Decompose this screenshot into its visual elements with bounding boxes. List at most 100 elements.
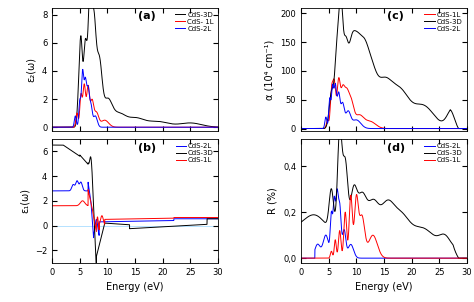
- CdS-3D: [337, 124, 343, 127]
- X-axis label: Energy (eV): Energy (eV): [106, 282, 164, 292]
- CdS-2L: [463, 256, 468, 260]
- CdS-1L: [215, 216, 221, 219]
- CdS-2L: [214, 217, 219, 220]
- CdS-3D: [89, 162, 94, 166]
- CdS-2L: [214, 125, 219, 129]
- CdS-2L: [215, 217, 221, 220]
- Line: CdS-3D: CdS-3D: [301, 0, 467, 129]
- Line: CdS-1L: CdS-1L: [301, 78, 467, 129]
- CdS- 1L: [49, 125, 55, 129]
- CdS-2L: [112, 220, 118, 223]
- CdS-3D: [463, 127, 468, 130]
- CdS-2L: [90, 111, 95, 114]
- Legend: CdS-2L, CdS-3D, CdS-1L: CdS-2L, CdS-3D, CdS-1L: [422, 140, 465, 166]
- CdS-2L: [215, 125, 221, 129]
- CdS-3D: [88, 155, 93, 159]
- CdS-3D: [214, 125, 219, 129]
- CdS- 1L: [88, 99, 93, 103]
- Y-axis label: α (10⁴ cm⁻¹): α (10⁴ cm⁻¹): [265, 39, 275, 100]
- Line: CdS-1L: CdS-1L: [52, 190, 218, 232]
- CdS-2L: [89, 209, 94, 212]
- CdS-3D: [112, 222, 118, 226]
- CdS-3D: [124, 114, 129, 118]
- CdS-2L: [90, 220, 95, 224]
- CdS-2L: [91, 236, 96, 239]
- CdS-1L: [373, 122, 378, 126]
- CdS-1L: [354, 193, 359, 196]
- CdS-1L: [112, 217, 118, 221]
- CdS-3D: [90, 178, 95, 182]
- CdS-3D: [361, 191, 366, 195]
- CdS-1L: [361, 220, 366, 223]
- CdS-1L: [463, 127, 468, 130]
- CdS-3D: [463, 256, 468, 260]
- CdS-3D: [464, 256, 470, 260]
- CdS-1L: [464, 127, 470, 130]
- CdS-2L: [124, 220, 129, 223]
- CdS-1L: [463, 256, 468, 260]
- CdS-3D: [49, 125, 55, 129]
- CdS-1L: [464, 256, 470, 260]
- Text: (c): (c): [387, 11, 404, 21]
- CdS- 1L: [89, 98, 94, 101]
- CdS-3D: [49, 143, 55, 147]
- CdS-1L: [93, 230, 99, 233]
- Line: CdS-2L: CdS-2L: [52, 69, 218, 127]
- CdS-3D: [298, 127, 304, 130]
- CdS-3D: [215, 125, 221, 129]
- CdS-1L: [214, 216, 219, 219]
- CdS-2L: [124, 125, 129, 129]
- X-axis label: Energy (eV): Energy (eV): [355, 282, 413, 292]
- CdS-1L: [124, 217, 129, 221]
- CdS-3D: [373, 198, 378, 202]
- Y-axis label: R (%): R (%): [267, 188, 277, 214]
- Line: CdS-1L: CdS-1L: [301, 194, 467, 258]
- Line: CdS-2L: CdS-2L: [301, 83, 467, 129]
- CdS-1L: [89, 204, 94, 207]
- CdS-3D: [112, 108, 118, 111]
- Y-axis label: ε₂(ω): ε₂(ω): [27, 57, 36, 82]
- CdS-2L: [338, 224, 344, 227]
- CdS-2L: [88, 198, 93, 201]
- Text: (d): (d): [387, 143, 405, 153]
- CdS-2L: [337, 100, 343, 104]
- CdS- 1L: [112, 125, 118, 129]
- CdS-2L: [112, 125, 118, 129]
- CdS-2L: [298, 256, 304, 260]
- CdS- 1L: [214, 125, 219, 129]
- Line: CdS-3D: CdS-3D: [301, 126, 467, 258]
- CdS-1L: [337, 233, 343, 236]
- CdS-1L: [336, 76, 342, 79]
- CdS-2L: [337, 200, 342, 203]
- CdS-2L: [80, 68, 86, 71]
- CdS-3D: [361, 35, 366, 39]
- CdS-2L: [49, 189, 55, 193]
- Line: CdS-2L: CdS-2L: [52, 181, 218, 238]
- CdS-2L: [74, 179, 80, 182]
- CdS-1L: [361, 116, 366, 119]
- CdS- 1L: [124, 125, 129, 129]
- CdS-3D: [337, 125, 343, 129]
- CdS-3D: [124, 223, 129, 226]
- CdS-3D: [337, 2, 342, 5]
- CdS-1L: [373, 237, 378, 240]
- CdS-1L: [298, 127, 304, 130]
- CdS-2L: [334, 187, 340, 191]
- CdS-2L: [49, 125, 55, 129]
- CdS-3D: [214, 217, 219, 220]
- CdS-1L: [338, 86, 344, 89]
- CdS-3D: [215, 217, 221, 220]
- CdS-3D: [90, 3, 95, 7]
- CdS-3D: [337, 126, 342, 130]
- CdS-2L: [332, 82, 338, 85]
- CdS-2L: [338, 102, 344, 105]
- CdS-2L: [464, 127, 470, 130]
- CdS-1L: [337, 78, 342, 82]
- CdS-1L: [85, 188, 91, 191]
- CdS-3D: [456, 256, 461, 260]
- Legend: CdS-3D, CdS- 1L, CdS-2L: CdS-3D, CdS- 1L, CdS-2L: [172, 9, 217, 34]
- Legend: CdS-2L, CdS-3D, CdS-1L: CdS-2L, CdS-3D, CdS-1L: [173, 140, 217, 166]
- CdS-1L: [337, 229, 342, 233]
- Text: (b): (b): [138, 143, 156, 153]
- CdS-3D: [298, 220, 304, 224]
